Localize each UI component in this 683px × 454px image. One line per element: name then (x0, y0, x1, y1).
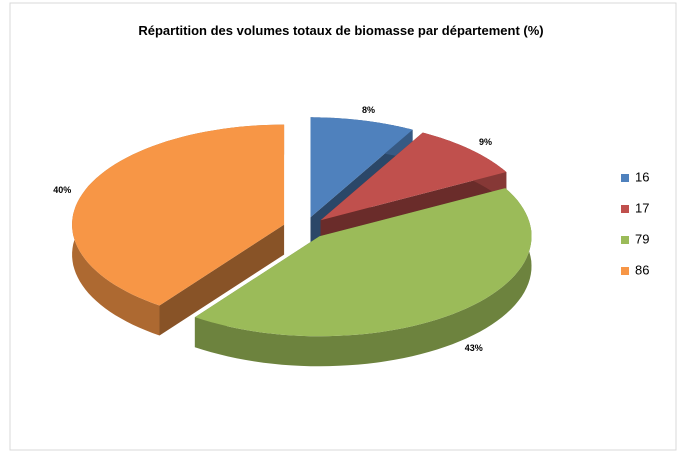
legend-swatch (621, 236, 629, 244)
slice (310, 117, 413, 218)
legend-label: 79 (635, 231, 649, 246)
slice-wall (159, 224, 285, 336)
legend-label: 16 (635, 169, 649, 184)
legend-label: 86 (635, 262, 649, 277)
legend-swatch (621, 205, 629, 213)
slice (72, 124, 285, 306)
slice (194, 188, 532, 337)
data-label: 40% (53, 185, 71, 195)
chart-title: Répartition des volumes totaux de biomas… (138, 23, 544, 38)
legend-swatch (621, 267, 629, 275)
slice-side (194, 188, 532, 367)
legend-label: 17 (635, 200, 649, 215)
data-label: 9% (479, 137, 492, 147)
slice (320, 132, 507, 221)
chart-frame (9, 2, 677, 451)
data-label: 8% (362, 105, 375, 115)
legend-swatch (621, 174, 629, 182)
data-label: 43% (465, 343, 483, 353)
